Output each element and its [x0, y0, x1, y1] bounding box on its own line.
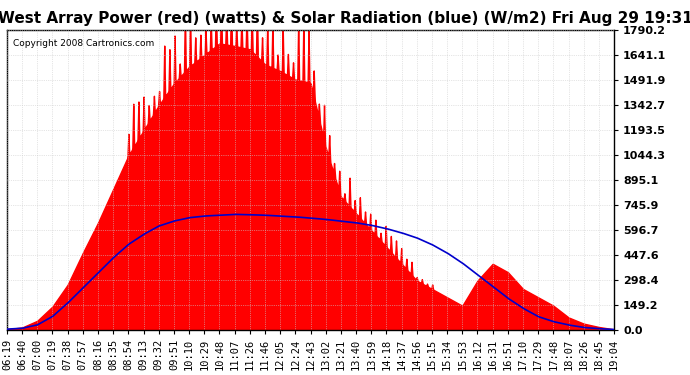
- Text: Copyright 2008 Cartronics.com: Copyright 2008 Cartronics.com: [13, 39, 155, 48]
- Text: West Array Power (red) (watts) & Solar Radiation (blue) (W/m2) Fri Aug 29 19:31: West Array Power (red) (watts) & Solar R…: [0, 11, 690, 26]
